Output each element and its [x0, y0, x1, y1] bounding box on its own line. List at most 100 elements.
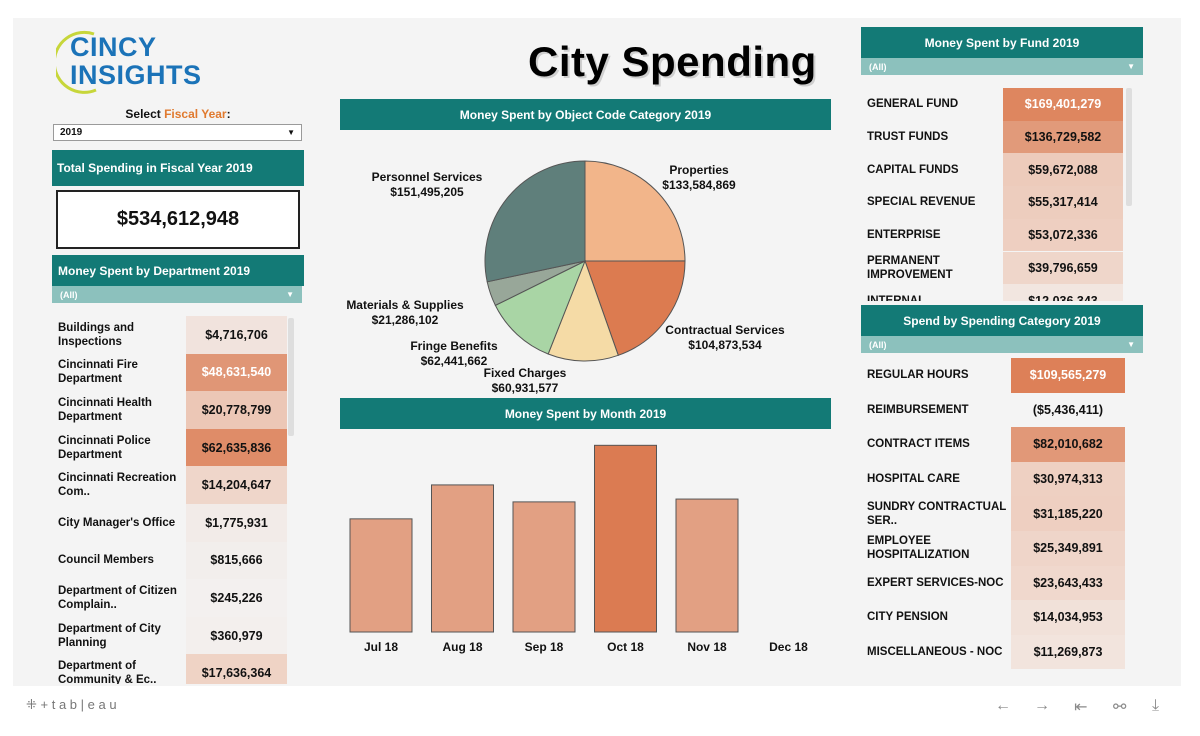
- row-label: PERMANENT IMPROVEMENT: [867, 254, 953, 281]
- revert-icon[interactable]: ⇤: [1074, 699, 1088, 716]
- table-row[interactable]: GENERAL FUND $169,401,279: [861, 88, 1143, 121]
- table-row[interactable]: City Manager's Office $1,775,931: [52, 504, 304, 542]
- month-bar[interactable]: [594, 444, 657, 633]
- row-label: CONTRACT ITEMS: [867, 438, 970, 451]
- row-value: $55,317,414: [1003, 186, 1123, 219]
- table-row[interactable]: Cincinnati Health Department $20,778,799: [52, 391, 304, 429]
- tableau-brand[interactable]: ⁜ + t a b | e a u: [26, 697, 117, 713]
- table-row[interactable]: CONTRACT ITEMS $82,010,682: [861, 427, 1143, 462]
- category-filter-value: (All): [869, 339, 887, 350]
- table-row[interactable]: Department of Citizen Complain.. $245,226: [52, 579, 304, 617]
- month-bar[interactable]: [431, 484, 494, 633]
- table-row[interactable]: CAPITAL FUNDS $59,672,088: [861, 153, 1143, 187]
- row-value: $169,401,279: [1003, 88, 1123, 121]
- department-filter-value: (All): [60, 289, 78, 300]
- month-bar-chart: Jul 18 Aug 18 Sep 18 Oct 18 Nov 18 Dec 18: [349, 444, 808, 654]
- department-scrollbar[interactable]: [288, 318, 294, 436]
- department-filter[interactable]: (All) ▼: [52, 286, 302, 303]
- table-row[interactable]: HOSPITAL CARE $30,974,313: [861, 461, 1143, 497]
- table-row[interactable]: MISCELLANEOUS - NOC $11,269,873: [861, 634, 1143, 670]
- pie-slice-label: Fringe Benefits: [410, 339, 498, 353]
- row-label: Cincinnati Health Department: [58, 396, 152, 423]
- row-value: $245,226: [186, 579, 287, 617]
- download-icon[interactable]: ⤓: [1152, 697, 1160, 714]
- row-value: $48,631,540: [186, 353, 287, 392]
- pie-slice[interactable]: [484, 160, 586, 283]
- row-label: SUNDRY CONTRACTUAL SER..: [867, 500, 1007, 527]
- category-filter[interactable]: (All) ▼: [861, 336, 1143, 353]
- pie-slice-value: $104,873,534: [688, 338, 762, 352]
- total-spending-header: Total Spending in Fiscal Year 2019: [52, 150, 304, 186]
- pie-slice-value: $62,441,662: [421, 354, 488, 368]
- category-table: REGULAR HOURS $109,565,279 REIMBURSEMENT ($…: [861, 358, 1143, 684]
- logo-line2: INSIGHTS: [70, 60, 202, 90]
- month-bar[interactable]: [512, 501, 576, 633]
- table-row[interactable]: EMPLOYEE HOSPITALIZATION $25,349,891: [861, 531, 1143, 566]
- row-value: ($5,436,411): [1011, 392, 1125, 428]
- table-row[interactable]: SUNDRY CONTRACTUAL SER.. $31,185,220: [861, 496, 1143, 531]
- department-table: Buildings and Inspections $4,716,706 Cinci…: [52, 316, 304, 684]
- row-label: REIMBURSEMENT: [867, 403, 969, 416]
- table-row[interactable]: EXPERT SERVICES-NOC $23,643,433: [861, 565, 1143, 601]
- logo-line1: CINCY: [70, 32, 157, 62]
- row-value: $11,269,873: [1011, 634, 1125, 670]
- table-row[interactable]: Department of City Planning $360,979: [52, 616, 304, 655]
- table-row[interactable]: SPECIAL REVENUE $55,317,414: [861, 186, 1143, 219]
- table-row[interactable]: TRUST FUNDS $136,729,582: [861, 120, 1143, 154]
- row-value: $53,072,336: [1003, 218, 1123, 252]
- tableau-mark-icon: ⁜: [26, 697, 37, 712]
- table-row[interactable]: ENTERPRISE $53,072,336: [861, 218, 1143, 252]
- table-row[interactable]: Department of Community & Ec.. $17,636,36…: [52, 654, 304, 684]
- logo-ring-icon: [56, 30, 97, 94]
- pie-slice-label: Fixed Charges: [484, 366, 567, 380]
- row-value: $4,716,706: [186, 316, 287, 354]
- pie-slice-label: Personnel Services: [372, 170, 483, 184]
- row-value: $136,729,582: [1003, 120, 1123, 154]
- row-label: MISCELLANEOUS - NOC: [867, 646, 1003, 659]
- table-row[interactable]: Cincinnati Fire Department $48,631,540: [52, 353, 304, 392]
- row-label: ENTERPRISE: [867, 229, 941, 242]
- row-label: GENERAL FUND: [867, 98, 959, 111]
- row-value: $20,778,799: [186, 391, 287, 429]
- month-bar[interactable]: [675, 498, 739, 633]
- cincy-insights-logo: CINCY INSIGHTS: [56, 28, 226, 94]
- table-row[interactable]: Council Members $815,666: [52, 541, 304, 580]
- table-row[interactable]: Cincinnati Police Department $62,635,836: [52, 428, 304, 467]
- month-tick-label: Jul 18: [364, 640, 398, 654]
- row-label: INTERNAL: [867, 294, 926, 301]
- row-label: Cincinnati Recreation Com..: [58, 472, 177, 499]
- fiscal-year-prefix: Select: [125, 107, 165, 121]
- fiscal-year-select[interactable]: 2019 ▼: [53, 124, 302, 141]
- table-row[interactable]: PERMANENT IMPROVEMENT $39,796,659: [861, 251, 1143, 285]
- month-tick-label: Nov 18: [687, 640, 727, 654]
- month-tick-label: Oct 18: [607, 640, 644, 654]
- row-label: City Manager's Office: [58, 516, 176, 529]
- pie-slice-value: $60,931,577: [492, 381, 559, 395]
- pie-slice[interactable]: [494, 259, 586, 355]
- fund-filter[interactable]: (All) ▼: [861, 58, 1143, 75]
- table-row[interactable]: Buildings and Inspections $4,716,706: [52, 316, 304, 354]
- share-icon[interactable]: ⚯: [1113, 699, 1127, 716]
- fund-scrollbar[interactable]: [1126, 88, 1132, 206]
- row-value: $1,775,931: [186, 504, 287, 542]
- object-code-pie-chart: Properties$133,584,869 Contractual Servic…: [346, 160, 785, 395]
- undo-icon[interactable]: ←: [995, 697, 1011, 714]
- row-label: EMPLOYEE HOSPITALIZATION: [867, 535, 970, 562]
- table-row[interactable]: Cincinnati Recreation Com.. $14,204,647: [52, 466, 304, 504]
- month-tick-label: Dec 18: [769, 640, 808, 654]
- pie-slice[interactable]: [547, 259, 619, 362]
- row-value: $14,034,953: [1011, 600, 1125, 635]
- table-row[interactable]: CITY PENSION $14,034,953: [861, 600, 1143, 635]
- table-row[interactable]: REIMBURSEMENT ($5,436,411): [861, 392, 1143, 428]
- table-row[interactable]: INTERNAL $12,036,343: [861, 284, 1143, 301]
- row-value: $360,979: [186, 616, 287, 655]
- pie-slice-value: $151,495,205: [390, 185, 464, 199]
- month-tick-label: Sep 18: [525, 640, 564, 654]
- pie-slice-label: Materials & Supplies: [346, 298, 464, 312]
- pie-slice[interactable]: [584, 160, 686, 262]
- table-row[interactable]: REGULAR HOURS $109,565,279: [861, 358, 1143, 393]
- month-bar[interactable]: [349, 518, 413, 633]
- redo-icon[interactable]: →: [1034, 697, 1050, 714]
- dropdown-arrow-icon: ▼: [287, 128, 295, 137]
- row-value: $39,796,659: [1003, 251, 1123, 285]
